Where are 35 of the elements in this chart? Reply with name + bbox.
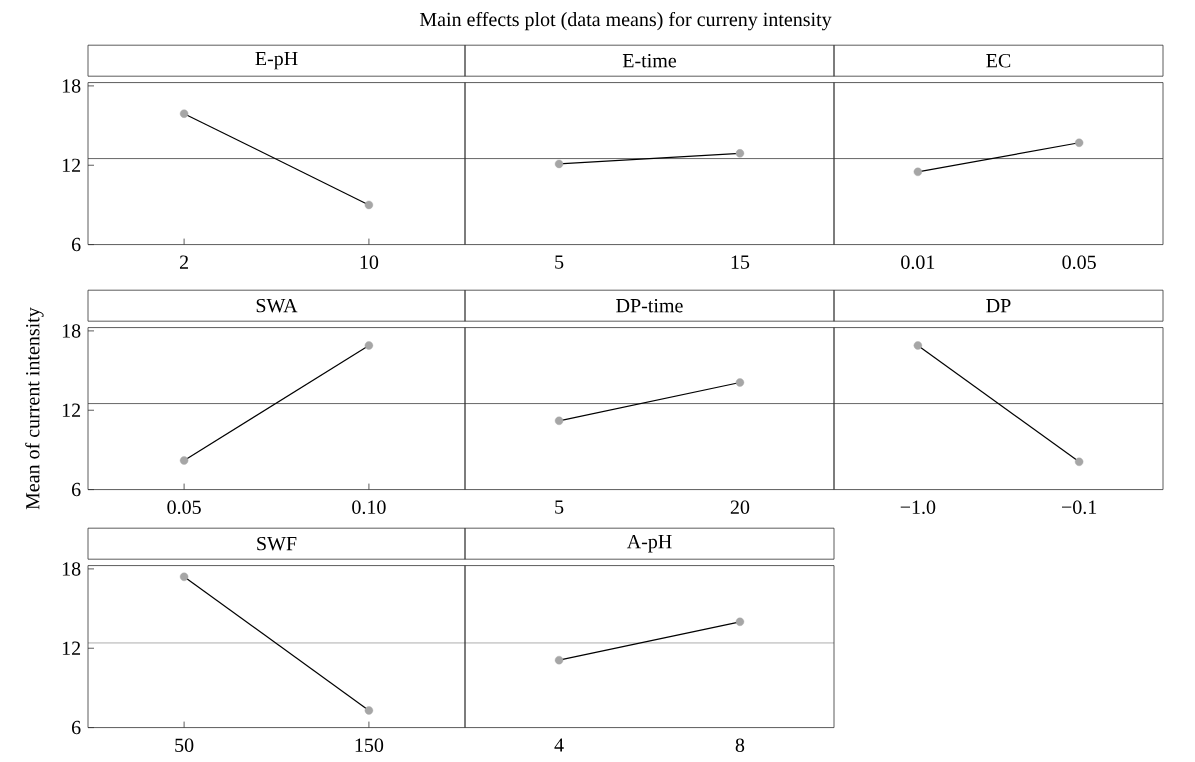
y-axis-title: Mean of current intensity [25,307,44,510]
chart-title: DP [986,299,1011,313]
y-tick-label: 6 [72,720,81,735]
chart-title: A-pH [626,534,672,553]
x-tick-label: 0.10 [352,500,386,515]
x-tick-label: 0.01 [901,255,935,270]
y-tick-label: 12 [62,641,81,655]
y-tick-label: 12 [62,403,81,417]
x-tick-label: 2 [179,255,188,269]
chart-title: DP-time [616,298,683,313]
x-tick-label: −1.0 [900,500,936,515]
y-tick-label: 18 [62,562,81,576]
y-tick-label: 18 [62,79,81,93]
y-tick-label: 6 [72,482,81,497]
x-tick-label: 20 [730,500,750,514]
x-tick-label: 4 [554,738,564,752]
y-tick-label: 18 [62,324,81,338]
x-tick-label: 50 [175,738,194,752]
chart-title: EC [986,53,1011,68]
x-tick-label: −0.1 [1062,500,1097,515]
chart-title: SWA [256,298,298,313]
text: Main effects plot (data means) for curreny intensity [419,11,832,31]
x-tick-label: 150 [355,738,384,752]
y-tick-label: 6 [72,237,81,252]
x-tick-label: 5 [555,255,564,269]
y-tick-label: 12 [62,158,81,172]
chart-title: E-time [622,53,677,68]
x-tick-label: 10 [360,255,379,269]
chart-title: E-pH [255,52,298,70]
x-tick-label: 15 [731,255,750,269]
x-tick-label: 8 [735,738,745,752]
chart-title: SWF [257,536,297,551]
x-tick-label: 5 [555,500,564,514]
x-tick-label: 0.05 [167,500,201,515]
x-tick-label: 0.05 [1062,255,1096,270]
